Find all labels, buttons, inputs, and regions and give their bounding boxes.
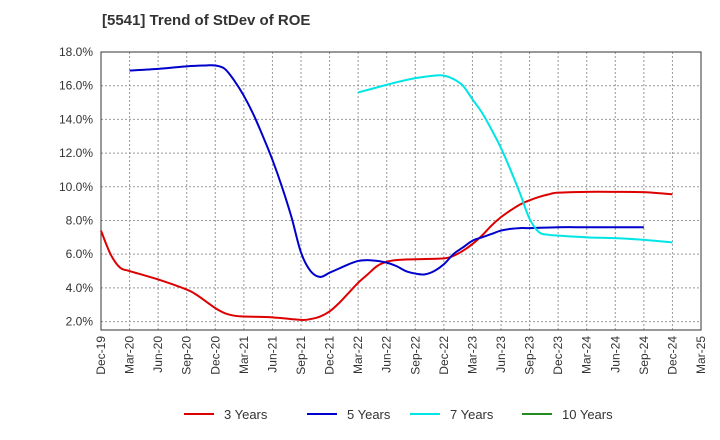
chart-title: [5541] Trend of StDev of ROE <box>102 12 311 29</box>
x-tick-label: Dec-23 <box>551 336 565 375</box>
legend-label-3-years: 3 Years <box>224 407 268 422</box>
x-tick-label: Mar-22 <box>351 336 365 374</box>
x-tick-label: Dec-20 <box>208 336 222 375</box>
x-tick-label: Jun-21 <box>265 336 279 373</box>
x-tick-label: Dec-22 <box>437 336 451 375</box>
x-tick-label: Jun-24 <box>608 336 622 373</box>
x-tick-label: Mar-20 <box>123 336 137 374</box>
x-tick-label: Sep-24 <box>637 336 651 375</box>
legend-label-10-years: 10 Years <box>562 407 613 422</box>
x-tick-label: Dec-24 <box>665 336 679 375</box>
x-tick-label: Jun-22 <box>380 336 394 373</box>
x-tick-label: Mar-24 <box>580 336 594 374</box>
y-tick-label: 18.0% <box>59 45 93 59</box>
x-tick-label: Mar-23 <box>465 336 479 374</box>
x-tick-label: Sep-23 <box>523 336 537 375</box>
x-tick-label: Mar-25 <box>694 336 708 374</box>
x-tick-label: Sep-20 <box>180 336 194 375</box>
y-tick-label: 16.0% <box>59 79 93 93</box>
series-lines <box>100 64 673 321</box>
y-tick-label: 8.0% <box>66 213 94 227</box>
x-tick-label: Jun-23 <box>494 336 508 373</box>
x-tick-label: Mar-21 <box>237 336 251 374</box>
x-tick-label: Dec-19 <box>94 336 108 375</box>
y-axis-tick-labels: 2.0% 4.0% 6.0% 8.0% 10.0% 12.0% 14.0% 16.0% 18.0… <box>59 45 93 329</box>
legend-label-7-years: 7 Years <box>450 407 494 422</box>
y-tick-label: 2.0% <box>66 315 94 329</box>
legend: 3 Years 5 Years 7 Years 10 Years <box>184 407 613 422</box>
series-line-5-years <box>129 64 644 278</box>
y-tick-label: 12.0% <box>59 146 93 160</box>
y-tick-label: 6.0% <box>66 247 94 261</box>
y-tick-label: 10.0% <box>59 180 93 194</box>
series-line-3-years <box>100 190 673 321</box>
y-tick-label: 14.0% <box>59 112 93 126</box>
y-tick-label: 4.0% <box>66 281 94 295</box>
x-tick-label: Sep-22 <box>408 336 422 375</box>
x-tick-label: Jun-20 <box>151 336 165 373</box>
x-axis-tick-labels: Dec-19 Mar-20 Jun-20 Sep-20 Dec-20 Mar-21 Jun-… <box>94 336 708 375</box>
legend-label-5-years: 5 Years <box>347 407 391 422</box>
x-tick-label: Sep-21 <box>294 336 308 375</box>
series-line-7-years <box>357 74 673 244</box>
x-tick-label: Dec-21 <box>323 336 337 375</box>
plot-area-frame <box>100 51 702 331</box>
